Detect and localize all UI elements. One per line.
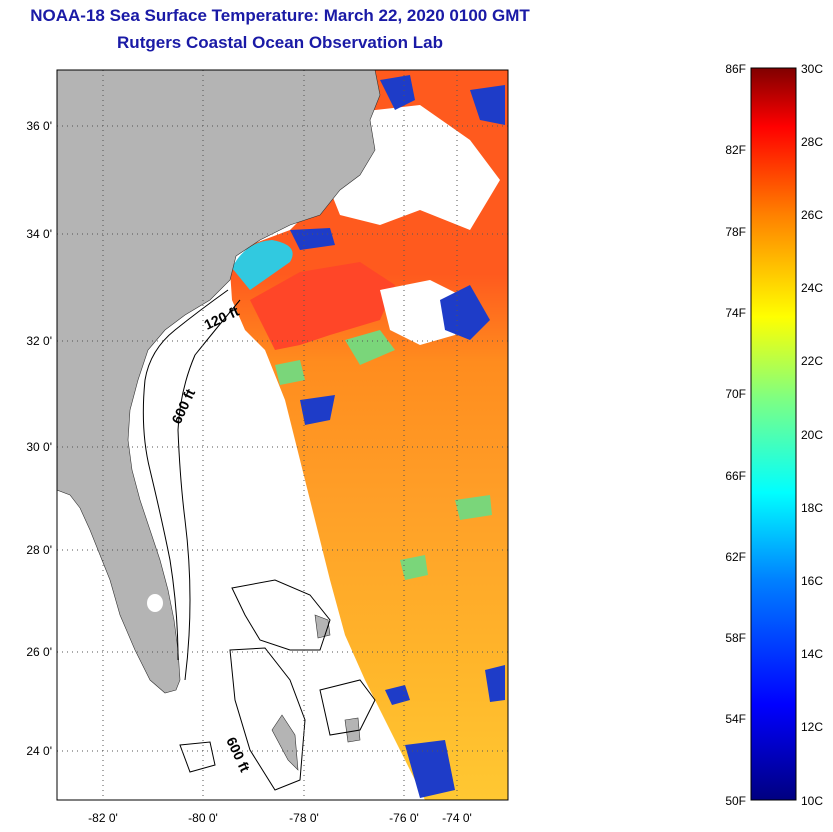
lake-okeechobee: [147, 594, 163, 612]
lat-label: 34 0': [26, 227, 52, 241]
colorbar-f-label: 50F: [725, 794, 746, 808]
map-frame: [56, 69, 509, 801]
colorbar-fahrenheit-labels: 86F 82F 78F 74F 70F 66F 62F 58F 54F 50F: [725, 62, 746, 808]
sst-warm-core: [250, 262, 395, 350]
lon-label: -74 0': [442, 811, 472, 825]
isobath-120ft: [142, 289, 229, 661]
bank-contours: [179, 579, 376, 791]
sst-swath: [230, 70, 508, 800]
map-subtitle: Rutgers Coastal Ocean Observation Lab: [117, 33, 443, 52]
colorbar-f-label: 62F: [725, 550, 746, 564]
map-area: [57, 70, 508, 800]
sst-green-patches: [275, 330, 492, 580]
colorbar-c-label: 10C: [801, 794, 823, 808]
colorbar-c-label: 20C: [801, 428, 823, 442]
colorbar-c-label: 16C: [801, 574, 823, 588]
colorbar-f-label: 74F: [725, 306, 746, 320]
land-mass: [57, 70, 381, 694]
lat-label: 28 0': [26, 543, 52, 557]
colorbar-c-label: 22C: [801, 354, 823, 368]
colorbar-c-label: 30C: [801, 62, 823, 76]
colorbar-f-label: 82F: [725, 143, 746, 157]
sst-cold-patches: [290, 75, 505, 798]
graticule: [57, 70, 508, 800]
lon-label: -80 0': [188, 811, 218, 825]
lon-label: -76 0': [389, 811, 419, 825]
lat-label: 36 0': [26, 119, 52, 133]
lat-label: 26 0': [26, 645, 52, 659]
lat-label: 30 0': [26, 440, 52, 454]
isobath-600ft: [177, 299, 241, 681]
lon-label: -78 0': [289, 811, 319, 825]
lon-label: -82 0': [88, 811, 118, 825]
colorbar-f-label: 86F: [725, 62, 746, 76]
colorbar-f-label: 78F: [725, 225, 746, 239]
colorbar-c-label: 26C: [801, 208, 823, 222]
longitude-labels: -82 0' -80 0' -78 0' -76 0' -74 0': [88, 811, 472, 825]
colorbar-c-label: 12C: [801, 720, 823, 734]
sst-cool-coastal: [232, 240, 293, 290]
colorbar: [750, 67, 797, 801]
lat-label: 24 0': [26, 744, 52, 758]
colorbar-f-label: 54F: [725, 712, 746, 726]
lat-label: 32 0': [26, 334, 52, 348]
colorbar-f-label: 66F: [725, 469, 746, 483]
colorbar-c-label: 28C: [801, 135, 823, 149]
colorbar-c-label: 24C: [801, 281, 823, 295]
latitude-labels: 36 0' 34 0' 32 0' 30 0' 28 0' 26 0' 24 0…: [26, 119, 52, 758]
bahamas-islands: [271, 614, 361, 771]
colorbar-c-label: 14C: [801, 647, 823, 661]
map-title: NOAA-18 Sea Surface Temperature: March 2…: [30, 6, 530, 25]
colorbar-c-label: 18C: [801, 501, 823, 515]
colorbar-f-label: 58F: [725, 631, 746, 645]
colorbar-celsius-labels: 30C 28C 26C 24C 22C 20C 18C 16C 14C 12C …: [801, 62, 823, 808]
colorbar-f-label: 70F: [725, 387, 746, 401]
